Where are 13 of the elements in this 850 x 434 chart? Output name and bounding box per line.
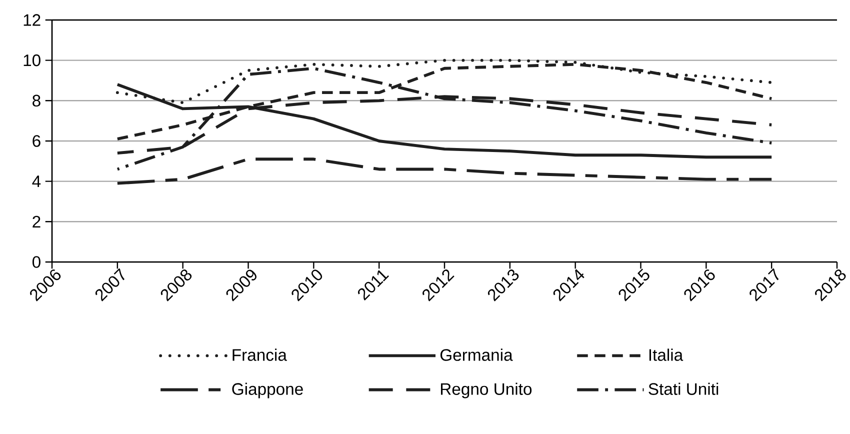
y-tick-label: 2 [32, 216, 40, 228]
y-tick-label: 6 [32, 135, 40, 147]
y-tick-label: 4 [32, 176, 41, 188]
y-tick-label: 0 [32, 256, 40, 268]
legend-label: Italia [649, 348, 684, 361]
legend-label: Francia [232, 348, 287, 361]
legend-label: Regno Unito [440, 382, 532, 398]
legend-label: Germania [440, 348, 513, 361]
y-tick-label: 10 [24, 54, 40, 66]
legend-label: Stati Uniti [648, 382, 718, 395]
legend-label: Giappone [232, 382, 303, 398]
y-tick-label: 8 [32, 94, 40, 107]
y-tick-label: 12 [24, 14, 40, 26]
